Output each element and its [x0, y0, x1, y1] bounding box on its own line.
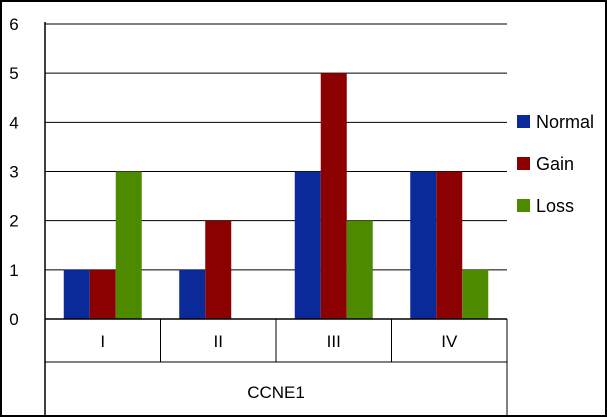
- x-tick-label: II: [214, 332, 223, 351]
- bar-loss-i: [115, 171, 142, 319]
- y-tick-label: 5: [9, 64, 18, 83]
- x-tick-label: IV: [441, 332, 458, 351]
- bar-normal-iv: [410, 171, 437, 319]
- x-axis-title: CCNE1: [247, 383, 305, 402]
- bar-loss-iii: [346, 220, 373, 319]
- legend-swatch-loss: [517, 199, 530, 212]
- y-tick-label: 0: [9, 310, 18, 329]
- legend-swatch-normal: [517, 115, 530, 128]
- y-tick-label: 1: [9, 261, 18, 280]
- bar-gain-iv: [436, 171, 463, 319]
- axes: [44, 22, 508, 415]
- y-tick-label: 2: [9, 212, 18, 231]
- y-tick-label: 4: [9, 113, 18, 132]
- y-tick-label: 6: [9, 15, 18, 34]
- bar-loss-iv: [462, 269, 489, 319]
- bar-normal-iii: [294, 171, 321, 319]
- legend-label-gain: Gain: [536, 154, 574, 174]
- legend-swatch-gain: [517, 157, 530, 170]
- legend-label-loss: Loss: [536, 196, 574, 216]
- bar-gain-i: [89, 269, 116, 319]
- legend-label-normal: Normal: [536, 112, 594, 132]
- legend: Normal Gain Loss: [517, 112, 594, 216]
- y-tick-label: 3: [9, 163, 18, 182]
- bar-normal-ii: [179, 269, 206, 319]
- x-tick-label: III: [327, 332, 341, 351]
- bar-gain-iii: [320, 73, 347, 320]
- bar-gain-ii: [205, 220, 232, 319]
- x-tick-label: I: [100, 332, 105, 351]
- bars: [63, 73, 489, 320]
- bar-normal-i: [63, 269, 90, 319]
